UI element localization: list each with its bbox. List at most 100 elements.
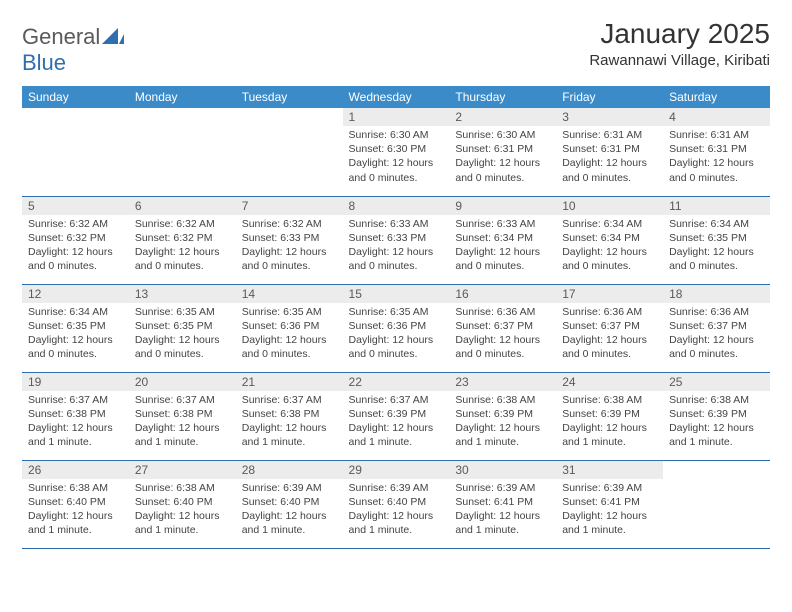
title-block: January 2025 Rawannawi Village, Kiribati — [589, 18, 770, 69]
daylight-line: Daylight: 12 hours and 0 minutes. — [455, 245, 550, 273]
day-details: Sunrise: 6:39 AMSunset: 6:41 PMDaylight:… — [556, 479, 663, 542]
sunrise-line: Sunrise: 6:35 AM — [349, 305, 444, 319]
day-details: Sunrise: 6:31 AMSunset: 6:31 PMDaylight:… — [663, 126, 770, 189]
sunset-line: Sunset: 6:31 PM — [669, 142, 764, 156]
page-header: GeneralBlue January 2025 Rawannawi Villa… — [22, 18, 770, 76]
calendar-cell: 8Sunrise: 6:33 AMSunset: 6:33 PMDaylight… — [343, 196, 450, 284]
calendar-cell: 30Sunrise: 6:39 AMSunset: 6:41 PMDayligh… — [449, 460, 556, 548]
calendar-cell: 14Sunrise: 6:35 AMSunset: 6:36 PMDayligh… — [236, 284, 343, 372]
day-number: 2 — [449, 108, 556, 126]
day-details: Sunrise: 6:36 AMSunset: 6:37 PMDaylight:… — [449, 303, 556, 366]
day-details: Sunrise: 6:32 AMSunset: 6:32 PMDaylight:… — [22, 215, 129, 278]
day-number: 13 — [129, 285, 236, 303]
daylight-line: Daylight: 12 hours and 0 minutes. — [242, 333, 337, 361]
day-number: 1 — [343, 108, 450, 126]
day-details: Sunrise: 6:36 AMSunset: 6:37 PMDaylight:… — [556, 303, 663, 366]
weekday-header: Tuesday — [236, 86, 343, 108]
calendar-cell: 23Sunrise: 6:38 AMSunset: 6:39 PMDayligh… — [449, 372, 556, 460]
calendar-cell: 25Sunrise: 6:38 AMSunset: 6:39 PMDayligh… — [663, 372, 770, 460]
day-details: Sunrise: 6:33 AMSunset: 6:34 PMDaylight:… — [449, 215, 556, 278]
day-details: Sunrise: 6:35 AMSunset: 6:36 PMDaylight:… — [343, 303, 450, 366]
day-number: 19 — [22, 373, 129, 391]
day-details: Sunrise: 6:32 AMSunset: 6:33 PMDaylight:… — [236, 215, 343, 278]
day-details: Sunrise: 6:37 AMSunset: 6:39 PMDaylight:… — [343, 391, 450, 454]
day-details: Sunrise: 6:30 AMSunset: 6:30 PMDaylight:… — [343, 126, 450, 189]
daylight-line: Daylight: 12 hours and 0 minutes. — [455, 333, 550, 361]
day-number: 16 — [449, 285, 556, 303]
sunrise-line: Sunrise: 6:32 AM — [135, 217, 230, 231]
day-details: Sunrise: 6:37 AMSunset: 6:38 PMDaylight:… — [129, 391, 236, 454]
month-title: January 2025 — [589, 18, 770, 50]
calendar-cell: 3Sunrise: 6:31 AMSunset: 6:31 PMDaylight… — [556, 108, 663, 196]
day-details: Sunrise: 6:37 AMSunset: 6:38 PMDaylight:… — [22, 391, 129, 454]
location-label: Rawannawi Village, Kiribati — [589, 52, 770, 69]
calendar-cell: 21Sunrise: 6:37 AMSunset: 6:38 PMDayligh… — [236, 372, 343, 460]
daylight-line: Daylight: 12 hours and 0 minutes. — [135, 245, 230, 273]
calendar-cell — [129, 108, 236, 196]
calendar-cell: 7Sunrise: 6:32 AMSunset: 6:33 PMDaylight… — [236, 196, 343, 284]
sunset-line: Sunset: 6:36 PM — [349, 319, 444, 333]
daylight-line: Daylight: 12 hours and 1 minute. — [349, 421, 444, 449]
day-number: 31 — [556, 461, 663, 479]
day-details: Sunrise: 6:31 AMSunset: 6:31 PMDaylight:… — [556, 126, 663, 189]
day-details: Sunrise: 6:38 AMSunset: 6:39 PMDaylight:… — [449, 391, 556, 454]
sunset-line: Sunset: 6:39 PM — [349, 407, 444, 421]
day-number: 4 — [663, 108, 770, 126]
sunset-line: Sunset: 6:41 PM — [562, 495, 657, 509]
day-details: Sunrise: 6:34 AMSunset: 6:35 PMDaylight:… — [663, 215, 770, 278]
sunset-line: Sunset: 6:36 PM — [242, 319, 337, 333]
day-details: Sunrise: 6:32 AMSunset: 6:32 PMDaylight:… — [129, 215, 236, 278]
day-details: Sunrise: 6:38 AMSunset: 6:40 PMDaylight:… — [22, 479, 129, 542]
weekday-header: Monday — [129, 86, 236, 108]
sunset-line: Sunset: 6:39 PM — [455, 407, 550, 421]
calendar-cell: 6Sunrise: 6:32 AMSunset: 6:32 PMDaylight… — [129, 196, 236, 284]
sunrise-line: Sunrise: 6:30 AM — [349, 128, 444, 142]
sunrise-line: Sunrise: 6:33 AM — [349, 217, 444, 231]
day-details: Sunrise: 6:38 AMSunset: 6:40 PMDaylight:… — [129, 479, 236, 542]
sunrise-line: Sunrise: 6:38 AM — [455, 393, 550, 407]
sunset-line: Sunset: 6:40 PM — [242, 495, 337, 509]
day-details: Sunrise: 6:38 AMSunset: 6:39 PMDaylight:… — [556, 391, 663, 454]
calendar-cell: 1Sunrise: 6:30 AMSunset: 6:30 PMDaylight… — [343, 108, 450, 196]
daylight-line: Daylight: 12 hours and 0 minutes. — [455, 156, 550, 184]
calendar-cell: 11Sunrise: 6:34 AMSunset: 6:35 PMDayligh… — [663, 196, 770, 284]
sunset-line: Sunset: 6:40 PM — [349, 495, 444, 509]
day-details: Sunrise: 6:35 AMSunset: 6:36 PMDaylight:… — [236, 303, 343, 366]
sunset-line: Sunset: 6:38 PM — [242, 407, 337, 421]
sunset-line: Sunset: 6:35 PM — [28, 319, 123, 333]
logo-text: GeneralBlue — [22, 24, 124, 76]
calendar-cell: 24Sunrise: 6:38 AMSunset: 6:39 PMDayligh… — [556, 372, 663, 460]
day-number: 29 — [343, 461, 450, 479]
day-number: 21 — [236, 373, 343, 391]
daylight-line: Daylight: 12 hours and 1 minute. — [562, 421, 657, 449]
sunrise-line: Sunrise: 6:38 AM — [669, 393, 764, 407]
calendar-cell: 17Sunrise: 6:36 AMSunset: 6:37 PMDayligh… — [556, 284, 663, 372]
day-number: 20 — [129, 373, 236, 391]
calendar-cell: 15Sunrise: 6:35 AMSunset: 6:36 PMDayligh… — [343, 284, 450, 372]
sunset-line: Sunset: 6:37 PM — [455, 319, 550, 333]
daylight-line: Daylight: 12 hours and 1 minute. — [349, 509, 444, 537]
sunset-line: Sunset: 6:34 PM — [562, 231, 657, 245]
daylight-line: Daylight: 12 hours and 0 minutes. — [242, 245, 337, 273]
sunset-line: Sunset: 6:40 PM — [135, 495, 230, 509]
daylight-line: Daylight: 12 hours and 0 minutes. — [669, 245, 764, 273]
weekday-header: Wednesday — [343, 86, 450, 108]
day-number: 27 — [129, 461, 236, 479]
day-number: 6 — [129, 197, 236, 215]
calendar-cell: 9Sunrise: 6:33 AMSunset: 6:34 PMDaylight… — [449, 196, 556, 284]
sunset-line: Sunset: 6:41 PM — [455, 495, 550, 509]
day-number: 18 — [663, 285, 770, 303]
day-number: 5 — [22, 197, 129, 215]
sunset-line: Sunset: 6:32 PM — [28, 231, 123, 245]
sunset-line: Sunset: 6:33 PM — [242, 231, 337, 245]
sunset-line: Sunset: 6:39 PM — [562, 407, 657, 421]
sunrise-line: Sunrise: 6:39 AM — [349, 481, 444, 495]
daylight-line: Daylight: 12 hours and 0 minutes. — [562, 156, 657, 184]
sunrise-line: Sunrise: 6:36 AM — [562, 305, 657, 319]
sunset-line: Sunset: 6:34 PM — [455, 231, 550, 245]
day-number: 25 — [663, 373, 770, 391]
day-number: 10 — [556, 197, 663, 215]
calendar-row: 19Sunrise: 6:37 AMSunset: 6:38 PMDayligh… — [22, 372, 770, 460]
day-number: 26 — [22, 461, 129, 479]
sunrise-line: Sunrise: 6:38 AM — [135, 481, 230, 495]
